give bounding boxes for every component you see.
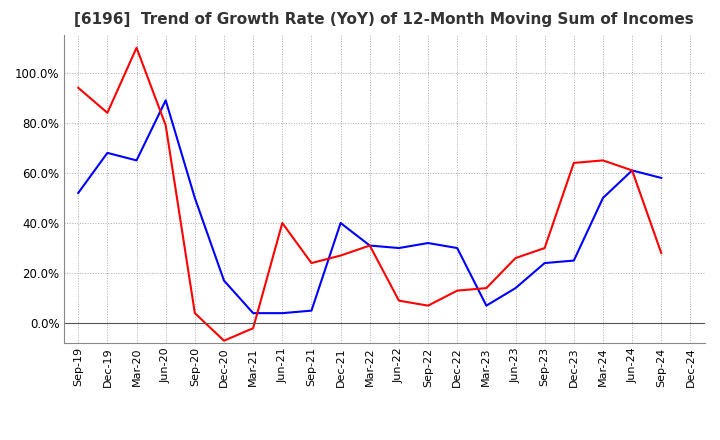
Net Income Growth Rate [307, 260, 316, 266]
Ordinary Income Growth Rate [366, 243, 374, 248]
Ordinary Income Growth Rate [132, 158, 141, 163]
Ordinary Income Growth Rate [191, 195, 199, 201]
Ordinary Income Growth Rate [511, 286, 520, 291]
Ordinary Income Growth Rate [657, 175, 665, 180]
Net Income Growth Rate [424, 303, 433, 308]
Ordinary Income Growth Rate [336, 220, 345, 226]
Ordinary Income Growth Rate [103, 150, 112, 155]
Net Income Growth Rate [570, 160, 578, 165]
Net Income Growth Rate [220, 338, 228, 343]
Ordinary Income Growth Rate [278, 311, 287, 316]
Net Income Growth Rate [249, 326, 258, 331]
Net Income Growth Rate [453, 288, 462, 293]
Ordinary Income Growth Rate [220, 278, 228, 283]
Ordinary Income Growth Rate [249, 311, 258, 316]
Net Income Growth Rate [278, 220, 287, 226]
Net Income Growth Rate [191, 311, 199, 316]
Net Income Growth Rate [366, 243, 374, 248]
Line: Ordinary Income Growth Rate: Ordinary Income Growth Rate [78, 100, 661, 313]
Net Income Growth Rate [395, 298, 403, 303]
Ordinary Income Growth Rate [395, 246, 403, 251]
Ordinary Income Growth Rate [570, 258, 578, 263]
Net Income Growth Rate [132, 45, 141, 50]
Ordinary Income Growth Rate [598, 195, 607, 201]
Net Income Growth Rate [628, 168, 636, 173]
Net Income Growth Rate [657, 250, 665, 256]
Ordinary Income Growth Rate [453, 246, 462, 251]
Net Income Growth Rate [74, 85, 83, 91]
Ordinary Income Growth Rate [628, 168, 636, 173]
Net Income Growth Rate [103, 110, 112, 115]
Ordinary Income Growth Rate [74, 191, 83, 196]
Net Income Growth Rate [511, 256, 520, 261]
Ordinary Income Growth Rate [540, 260, 549, 266]
Net Income Growth Rate [336, 253, 345, 258]
Net Income Growth Rate [161, 123, 170, 128]
Line: Net Income Growth Rate: Net Income Growth Rate [78, 48, 661, 341]
Ordinary Income Growth Rate [482, 303, 491, 308]
Ordinary Income Growth Rate [307, 308, 316, 313]
Net Income Growth Rate [598, 158, 607, 163]
Net Income Growth Rate [540, 246, 549, 251]
Title: [6196]  Trend of Growth Rate (YoY) of 12-Month Moving Sum of Incomes: [6196] Trend of Growth Rate (YoY) of 12-… [74, 12, 694, 27]
Net Income Growth Rate [482, 286, 491, 291]
Ordinary Income Growth Rate [424, 240, 433, 246]
Ordinary Income Growth Rate [161, 98, 170, 103]
